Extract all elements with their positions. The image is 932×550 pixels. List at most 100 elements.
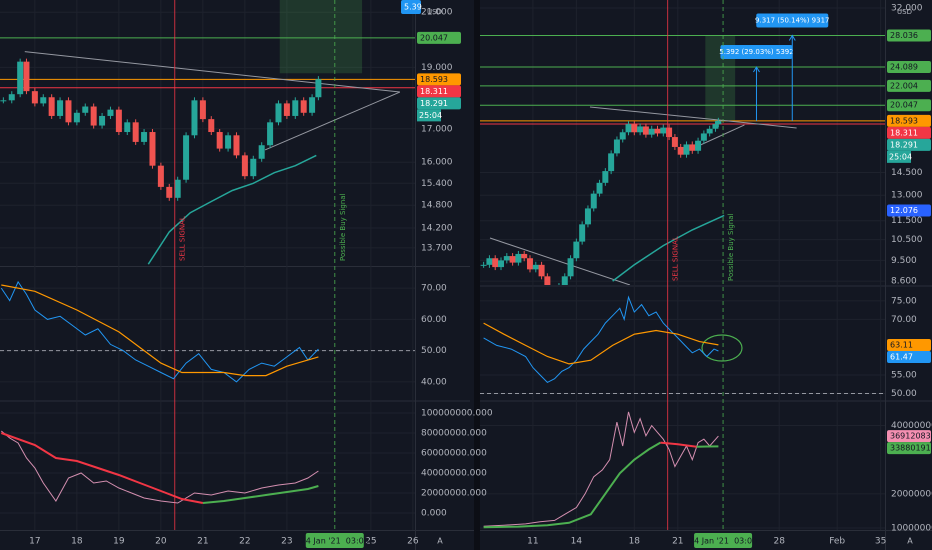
candle [166, 186, 173, 198]
zone [279, 0, 363, 74]
candle [48, 97, 55, 116]
price-label-box [887, 61, 931, 74]
y-tick-label: 9.500 [891, 256, 917, 266]
pane [0, 0, 415, 265]
y-tick-label: 400000000.000 [891, 421, 932, 431]
candle [300, 100, 307, 113]
price-label-box [887, 338, 931, 351]
y-tick-label: 70.00 [421, 284, 447, 294]
price-label: 18.593 [890, 116, 918, 125]
candle [625, 124, 632, 133]
x-tick-label: 26 [407, 537, 419, 547]
measure-label-box [756, 13, 829, 28]
y-tick-label: 100000000.000 [891, 523, 932, 533]
candle [590, 193, 597, 209]
candle [191, 100, 198, 136]
candle [677, 146, 684, 155]
y-tick-label: 50.00 [421, 346, 447, 356]
price-label-box [887, 204, 931, 217]
candle [532, 264, 539, 270]
price-label-box [417, 73, 461, 86]
candle [683, 144, 690, 155]
candle [17, 61, 24, 95]
price-label: 20.047 [890, 101, 918, 110]
candle [141, 132, 148, 142]
corner-label: 5.39 [404, 3, 422, 12]
price-label: 28.036 [890, 31, 918, 40]
candle [225, 135, 232, 149]
candle [233, 135, 240, 156]
y-tick-label: 14.500 [891, 168, 923, 178]
candle [283, 103, 290, 116]
x-tick-label: 19 [113, 537, 125, 547]
candle [706, 128, 713, 134]
trendline [24, 51, 400, 93]
y-tick-label: 13.700 [421, 243, 453, 253]
price-label-box [887, 114, 931, 127]
candle [174, 179, 181, 198]
candle [715, 120, 722, 125]
measure-label: 9.317 (50.14%) 9317 [755, 17, 829, 25]
candle [208, 119, 215, 133]
candle [613, 139, 620, 154]
candle [258, 145, 265, 159]
series-line [660, 441, 697, 448]
y-tick-label: 55.00 [891, 370, 917, 380]
y-tick-label: 60.00 [421, 315, 447, 325]
arrow-head [788, 34, 796, 41]
candle [602, 171, 609, 183]
series-line [483, 295, 719, 384]
pane [0, 430, 319, 504]
price-label-box [887, 126, 931, 139]
price-label: 18.291 [890, 140, 918, 149]
candle [57, 100, 64, 116]
candle [654, 128, 661, 134]
grid-layer [0, 0, 885, 530]
candle [671, 137, 678, 147]
candle [712, 124, 719, 129]
x-tick-label: 28 [773, 537, 785, 547]
price-label: 18.593 [420, 75, 448, 84]
candle [666, 127, 673, 138]
candle [608, 153, 615, 172]
candle [292, 100, 299, 116]
corner-label-box [401, 0, 421, 14]
y-tick-label: 21.000 [421, 8, 453, 18]
price-label: 338801914.298 [890, 444, 932, 453]
price-label: 18.311 [890, 128, 918, 137]
y-tick-label: 32.000 [891, 4, 923, 14]
candle [107, 109, 114, 116]
label-layer: 21.000 19.000 17.000 16.000 15.400 14.800 14.2… [29, 0, 932, 548]
price-label: 369120836.048 [890, 432, 932, 441]
candle [573, 241, 580, 259]
candle [267, 122, 274, 146]
series-line [483, 322, 719, 365]
candle [648, 128, 655, 135]
candle [521, 253, 528, 259]
candle [619, 132, 626, 140]
trendline [589, 106, 797, 129]
y-tick-label: 13.000 [891, 191, 923, 201]
y-tick-label: 11.500 [891, 216, 923, 226]
price-label-box [887, 442, 931, 455]
candle [199, 100, 206, 120]
countdown-box [417, 109, 441, 122]
signal-label: SELL SIGNAL [672, 236, 680, 281]
x-tick-label: 21 [197, 537, 208, 547]
candle [90, 106, 97, 126]
candle [8, 94, 15, 101]
candle [73, 112, 80, 123]
series-line [147, 154, 317, 265]
arrow-head [753, 66, 760, 73]
candle [157, 165, 164, 187]
y-tick-label: 16.000 [421, 158, 453, 168]
signal-label: Possible Buy Signal [339, 193, 347, 261]
series-line [202, 485, 319, 504]
candle [700, 133, 707, 141]
candle [544, 276, 551, 285]
x-tick-label: 17 [29, 537, 40, 547]
candle [689, 144, 696, 151]
y-tick-label: 70.00 [891, 315, 917, 325]
series-line [483, 411, 719, 527]
candle [250, 158, 257, 177]
